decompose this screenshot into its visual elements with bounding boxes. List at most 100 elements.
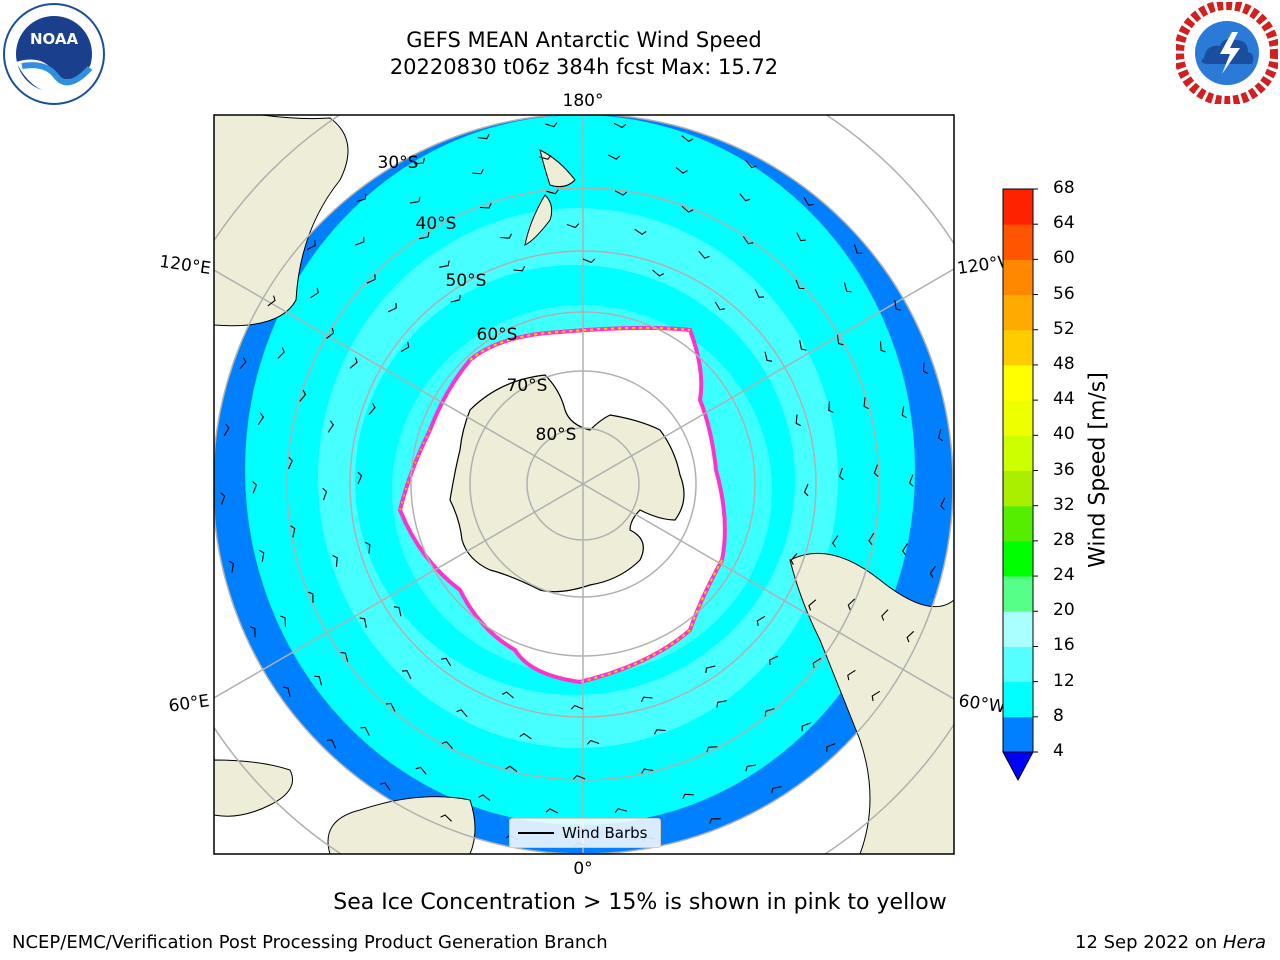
wind-barbs (220, 122, 946, 847)
wind-barb (415, 766, 427, 775)
wind-barb (929, 565, 937, 578)
wind-barb (716, 700, 727, 708)
wind-barb (745, 160, 757, 169)
wind-barb (387, 302, 397, 313)
wind-barb (795, 279, 805, 290)
footer-date: 12 Sep 2022 on Hera (1075, 932, 1266, 953)
wind-barb (706, 746, 718, 753)
wind-barb (940, 497, 946, 511)
wind-barb (808, 599, 817, 611)
colorbar-bin (1003, 505, 1033, 542)
wind-barb (922, 362, 929, 374)
wind-barb (257, 412, 264, 425)
colorbar-tick-label: 40 (1053, 424, 1075, 445)
colorbar-bin (1003, 329, 1033, 366)
colorbar-bin (1003, 224, 1033, 260)
wind-barb (478, 794, 491, 802)
colorbar-bin (1003, 189, 1033, 225)
wind-barb (450, 294, 461, 303)
wind-barb (828, 401, 834, 413)
land-madagascar (214, 759, 293, 817)
wind-barb (332, 555, 338, 567)
colorbar-bin (1003, 470, 1033, 507)
wind-barb (863, 397, 869, 410)
wind-barb (477, 133, 490, 140)
wind-barb (654, 729, 666, 735)
footer-credit: NCEP/EMC/Verification Post Processing Pr… (12, 932, 608, 953)
wind-barb (239, 357, 247, 370)
wind-barb (803, 197, 814, 206)
wind-barb (682, 793, 694, 800)
wind-barb (259, 549, 265, 562)
colorbar-bin (1003, 576, 1033, 612)
colorbar-bin (1003, 364, 1033, 401)
wind-barb (881, 609, 889, 621)
wind-barb (801, 722, 811, 732)
wind-barb (290, 525, 296, 538)
land-antarctica (449, 374, 685, 593)
wind-barb (843, 282, 852, 293)
colorbar-bin (1003, 259, 1033, 296)
wind-barb (379, 782, 391, 791)
wind-barb (326, 327, 335, 339)
wind-barb (365, 541, 371, 554)
wind-barb (360, 726, 370, 736)
colorbar-tick-label: 48 (1053, 353, 1075, 374)
wind-barb (681, 135, 694, 143)
noaa-logo-icon: NOAA (3, 3, 105, 105)
colorbar-bin (1003, 611, 1033, 647)
wind-barb (714, 301, 725, 311)
wind-barb (340, 651, 349, 663)
wind-barb (280, 615, 287, 627)
wind-barb (906, 630, 915, 643)
colorbar-underflow-arrow (1002, 751, 1034, 782)
legend-line-marker (518, 832, 554, 834)
wind-barb (368, 402, 376, 415)
wind-barb (634, 228, 647, 235)
wind-barb (356, 194, 367, 203)
wind-barb (847, 669, 856, 681)
wind-barb (790, 553, 798, 566)
wind-barb (709, 818, 721, 824)
lat-label-60s: 60°S (477, 325, 518, 345)
colorbar-bin (1003, 681, 1033, 718)
wind-barb (745, 764, 757, 772)
lon-label-60e: 60°E (167, 691, 210, 716)
wind-barb (546, 189, 559, 195)
lon-label-120e: 120°E (158, 252, 212, 279)
lat-label-50s: 50°S (446, 271, 487, 291)
colorbar-tick-label: 64 (1053, 213, 1075, 234)
wind-barb (539, 154, 552, 160)
lon-label-60w: 60°W (957, 691, 1006, 717)
wind-barb (586, 739, 600, 745)
wind-barb (614, 808, 627, 814)
wind-barb (441, 657, 452, 667)
colorbar-tick-label: 16 (1053, 635, 1075, 656)
lat-label-80s: 80°S (536, 425, 577, 445)
colorbar-tick-label: 36 (1053, 459, 1075, 480)
wind-barb (326, 739, 337, 749)
colorbar-tick-label: 52 (1053, 318, 1075, 339)
wind-barb (357, 471, 363, 485)
colorbar-bin (1003, 294, 1033, 331)
colorbar-tick-label: 28 (1053, 529, 1075, 550)
lon-label-180: 180° (563, 91, 604, 111)
wind-barb (812, 657, 822, 669)
wind-barb (327, 420, 334, 433)
wind-barb (418, 232, 430, 240)
wind-barb (440, 814, 452, 822)
wind-barb (366, 274, 376, 284)
lat-label-40s: 40°S (416, 214, 457, 234)
wind-barb (456, 709, 468, 718)
wind-barb (277, 347, 285, 359)
wind-barb (613, 122, 627, 129)
colorbar-tick-label: 44 (1053, 389, 1075, 410)
wind-barb (902, 543, 909, 556)
wind-barb (754, 288, 765, 298)
wind-barb (400, 342, 410, 353)
lat-label-30s: 30°S (378, 153, 419, 173)
wind-barb (764, 351, 773, 362)
lat-label-70s: 70°S (507, 376, 548, 396)
colorbar (1003, 188, 1038, 753)
wind-barb (409, 196, 421, 204)
